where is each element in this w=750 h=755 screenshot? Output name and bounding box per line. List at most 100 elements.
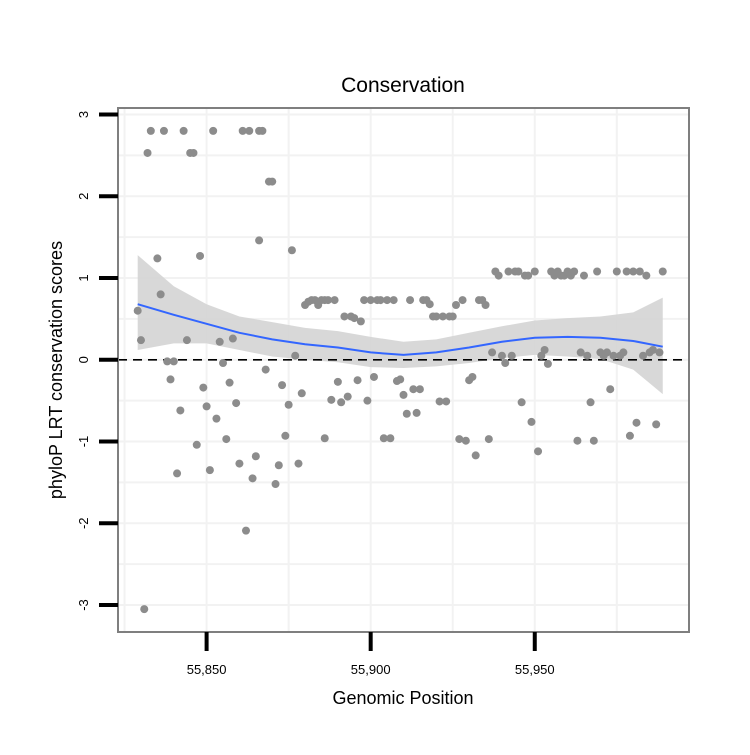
data-point [297,389,306,398]
data-point [593,267,602,276]
data-point [412,408,421,417]
data-point [241,526,250,535]
data-point [452,301,461,310]
data-point [602,348,611,357]
x-tick-label: 55,850 [187,662,227,677]
data-point [432,312,441,321]
data-point [501,359,510,368]
data-point [330,296,339,305]
data-point [173,469,182,478]
data-point [268,177,277,186]
data-point [281,431,290,440]
data-point [251,452,260,461]
data-point [652,420,661,429]
data-point [629,267,638,276]
data-point [622,267,631,276]
data-point [333,377,342,386]
data-point [274,461,283,470]
data-point [228,334,237,343]
data-points [133,126,667,614]
plot-background [118,108,689,632]
data-point [589,436,598,445]
data-point [635,267,644,276]
data-point [340,312,349,321]
data-point [514,267,523,276]
y-tick-label: -3 [76,599,91,611]
data-point [238,126,247,135]
data-point [320,434,329,443]
data-point [639,351,648,360]
data-point [494,271,503,280]
data-point [324,296,333,305]
data-point [182,336,191,345]
x-axis-title: Genomic Position [332,688,473,708]
data-point [337,398,346,407]
data-point [648,345,657,354]
data-point [360,296,369,305]
data-point [176,406,185,415]
x-tick-label: 55,900 [351,662,391,677]
x-tick-label: 55,950 [515,662,555,677]
data-point [202,402,211,411]
data-point [527,417,536,426]
y-tick-label: 0 [76,356,91,363]
data-point [543,359,552,368]
data-point [166,375,175,384]
data-point [632,418,641,427]
data-point [609,351,618,360]
data-point [205,466,214,475]
data-point [291,351,300,360]
y-tick-label: 2 [76,193,91,200]
data-point [481,301,490,310]
data-point [425,300,434,309]
data-point [399,390,408,399]
smooth-line-group [137,303,663,356]
confidence-band [137,255,663,395]
data-point [504,267,513,276]
y-axis: -3 -2 -1 0 1 2 3 [76,111,118,611]
data-point [468,372,477,381]
data-point [153,254,162,263]
data-point [278,381,287,390]
data-point [524,271,533,280]
data-point [189,148,198,157]
data-point [415,385,424,394]
data-point [245,126,254,135]
data-point [163,357,172,366]
data-point [196,251,205,260]
data-point [369,372,378,381]
data-point [192,440,201,449]
data-point [484,435,493,444]
data-point [583,351,592,360]
data-point [438,312,447,321]
plot-frame [117,107,690,633]
y-tick-label: -2 [76,517,91,529]
y-tick-label: -1 [76,436,91,448]
y-tick-label: 3 [76,111,91,118]
data-point [402,409,411,418]
data-point [169,357,178,366]
data-point [530,267,539,276]
data-point [350,314,359,323]
data-point [386,434,395,443]
data-point [143,148,152,157]
x-axis: 55,850 55,900 55,950 [187,632,555,677]
data-point [442,397,451,406]
data-point [396,375,405,384]
data-point [212,414,221,423]
data-point [448,312,457,321]
data-point [517,398,526,407]
data-point [383,296,392,305]
data-point [570,267,579,276]
data-point [133,306,142,315]
data-point [435,397,444,406]
confidence-band-group [137,255,663,395]
data-point [573,436,582,445]
data-point [507,351,516,360]
data-point [225,378,234,387]
data-point [376,296,385,305]
data-point [576,348,585,357]
y-axis-title: phyloP LRT conservation scores [46,241,66,499]
data-point [619,348,628,357]
